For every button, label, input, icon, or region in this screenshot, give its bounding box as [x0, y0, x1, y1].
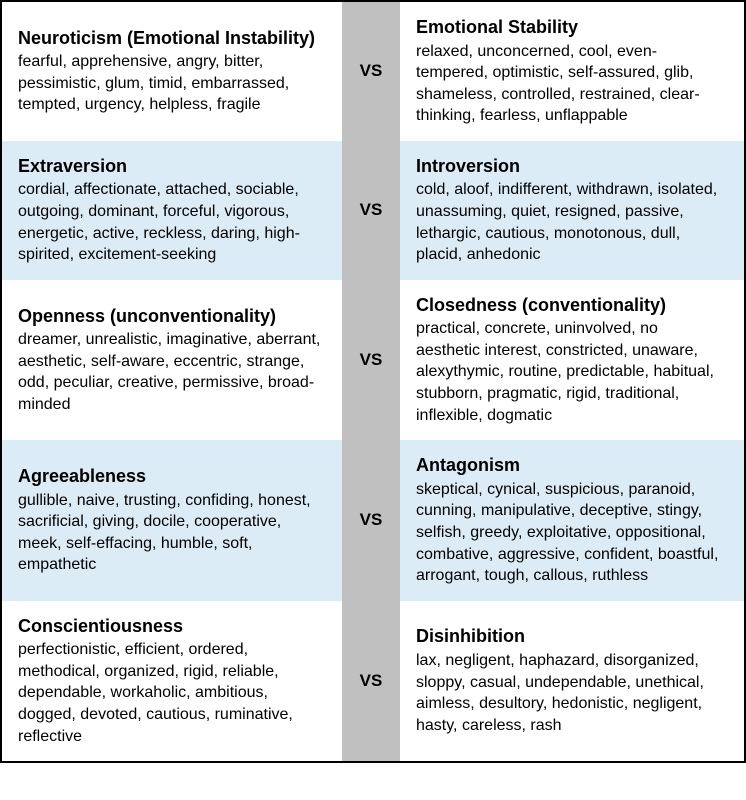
trait-title: Antagonism — [416, 454, 724, 477]
trait-desc: perfectionistic, efficient, ordered, met… — [18, 639, 326, 747]
trait-right-cell: Closedness (conventionality) practical, … — [400, 280, 740, 440]
vs-divider: VS — [342, 440, 400, 600]
vs-divider: VS — [342, 280, 400, 440]
vs-label: VS — [360, 200, 383, 220]
trait-right-cell: Emotional Stability relaxed, unconcerned… — [400, 2, 740, 141]
trait-desc: practical, concrete, uninvolved, no aest… — [416, 318, 724, 426]
trait-title: Closedness (conventionality) — [416, 294, 724, 317]
trait-left-cell: Neuroticism (Emotional Instability) fear… — [2, 2, 342, 141]
vs-divider: VS — [342, 601, 400, 761]
trait-title: Emotional Stability — [416, 16, 724, 39]
trait-title: Agreeableness — [18, 465, 326, 488]
vs-divider: VS — [342, 141, 400, 280]
vs-label: VS — [360, 510, 383, 530]
trait-title: Openness (unconventionality) — [18, 305, 326, 328]
trait-left-cell: Conscientiousness perfectionistic, effic… — [2, 601, 342, 761]
trait-desc: relaxed, unconcerned, cool, even-tempere… — [416, 41, 724, 127]
trait-desc: lax, negligent, haphazard, disorganized,… — [416, 650, 724, 736]
table-row: Agreeableness gullible, naive, trusting,… — [2, 440, 744, 600]
trait-left-cell: Agreeableness gullible, naive, trusting,… — [2, 440, 342, 600]
trait-title: Disinhibition — [416, 625, 724, 648]
table-row: Conscientiousness perfectionistic, effic… — [2, 601, 744, 761]
trait-left-cell: Openness (unconventionality) dreamer, un… — [2, 280, 342, 440]
trait-title: Introversion — [416, 155, 724, 178]
vs-label: VS — [360, 350, 383, 370]
trait-title: Neuroticism (Emotional Instability) — [18, 27, 326, 50]
trait-desc: gullible, naive, trusting, confiding, ho… — [18, 490, 326, 576]
trait-right-cell: Antagonism skeptical, cynical, suspiciou… — [400, 440, 740, 600]
trait-right-cell: Disinhibition lax, negligent, haphazard,… — [400, 601, 740, 761]
trait-title: Extraversion — [18, 155, 326, 178]
table-row: Openness (unconventionality) dreamer, un… — [2, 280, 744, 440]
vs-label: VS — [360, 671, 383, 691]
trait-desc: dreamer, unrealistic, imaginative, aberr… — [18, 329, 326, 415]
table-row: Extraversion cordial, affectionate, atta… — [2, 141, 744, 280]
table-row: Neuroticism (Emotional Instability) fear… — [2, 2, 744, 141]
trait-left-cell: Extraversion cordial, affectionate, atta… — [2, 141, 342, 280]
trait-desc: fearful, apprehensive, angry, bitter, pe… — [18, 51, 326, 116]
trait-desc: skeptical, cynical, suspicious, paranoid… — [416, 479, 724, 587]
trait-desc: cordial, affectionate, attached, sociabl… — [18, 179, 326, 265]
trait-right-cell: Introversion cold, aloof, indifferent, w… — [400, 141, 740, 280]
trait-title: Conscientiousness — [18, 615, 326, 638]
vs-label: VS — [360, 61, 383, 81]
personality-traits-table: Neuroticism (Emotional Instability) fear… — [0, 0, 746, 763]
trait-desc: cold, aloof, indifferent, withdrawn, iso… — [416, 179, 724, 265]
vs-divider: VS — [342, 2, 400, 141]
